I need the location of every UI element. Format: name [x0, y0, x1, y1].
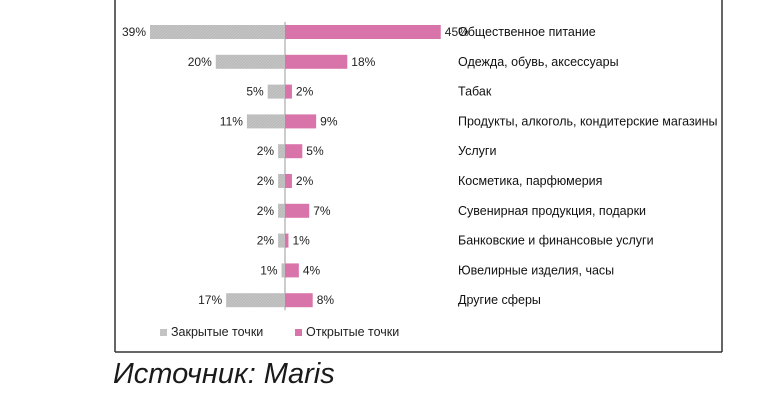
bar-closed-8	[281, 263, 285, 278]
category-label-2: Табак	[458, 85, 492, 99]
bar-open-7	[285, 233, 289, 248]
bar-closed-3	[246, 114, 285, 129]
category-label-8: Ювелирные изделия, часы	[458, 263, 614, 277]
category-label-1: Одежда, обувь, аксессуары	[458, 55, 619, 69]
value-label-closed-4: 2%	[257, 144, 275, 158]
source-caption: Источник: Maris	[113, 358, 335, 390]
legend-swatch-closed	[160, 329, 167, 336]
value-label-closed-5: 2%	[257, 174, 275, 188]
value-label-open-8: 4%	[303, 263, 321, 277]
value-label-closed-1: 20%	[188, 55, 212, 69]
category-label-7: Банковские и финансовые услуги	[458, 234, 654, 248]
value-label-closed-6: 2%	[257, 204, 275, 218]
bar-closed-4	[278, 144, 285, 159]
bar-open-5	[285, 174, 292, 188]
value-label-closed-0: 39%	[122, 25, 146, 39]
legend-swatch-open	[295, 329, 302, 336]
legend-label-closed: Закрытые точки	[171, 325, 263, 339]
value-label-open-0: 45%	[445, 25, 469, 39]
bar-closed-7	[278, 233, 285, 248]
value-label-open-3: 9%	[320, 114, 338, 128]
bar-closed-1	[215, 54, 285, 69]
bar-open-8	[285, 263, 299, 278]
category-label-6: Сувенирная продукция, подарки	[458, 204, 646, 218]
category-label-4: Услуги	[458, 144, 496, 158]
value-label-open-1: 18%	[351, 55, 375, 69]
value-label-open-4: 5%	[306, 144, 324, 158]
bar-closed-9	[226, 293, 285, 308]
value-label-closed-9: 17%	[198, 293, 222, 307]
bar-open-3	[285, 114, 317, 129]
value-label-open-5: 2%	[296, 174, 314, 188]
value-label-closed-8: 1%	[260, 263, 278, 277]
value-label-closed-3: 11%	[220, 114, 243, 128]
bar-closed-0	[150, 25, 285, 39]
bar-open-0	[285, 25, 441, 39]
value-label-open-9: 8%	[317, 293, 335, 307]
bar-open-9	[285, 293, 313, 308]
legend-label-open: Открытые точки	[306, 325, 399, 339]
value-label-closed-7: 2%	[257, 234, 275, 248]
category-label-0: Общественное питание	[458, 25, 596, 39]
bar-closed-6	[278, 203, 285, 218]
bar-open-2	[285, 84, 292, 99]
bar-open-1	[285, 54, 348, 69]
category-label-3: Продукты, алкоголь, кондитерские магазин…	[458, 114, 718, 128]
value-label-open-2: 2%	[296, 85, 314, 99]
value-label-closed-2: 5%	[246, 85, 264, 99]
bar-closed-5	[278, 174, 285, 188]
bar-open-4	[285, 144, 303, 159]
category-label-5: Косметика, парфюмерия	[458, 174, 602, 188]
value-label-open-6: 7%	[313, 204, 331, 218]
bar-closed-2	[267, 84, 285, 99]
bar-open-6	[285, 203, 310, 218]
category-label-9: Другие сферы	[458, 293, 541, 307]
value-label-open-7: 1%	[292, 234, 310, 248]
